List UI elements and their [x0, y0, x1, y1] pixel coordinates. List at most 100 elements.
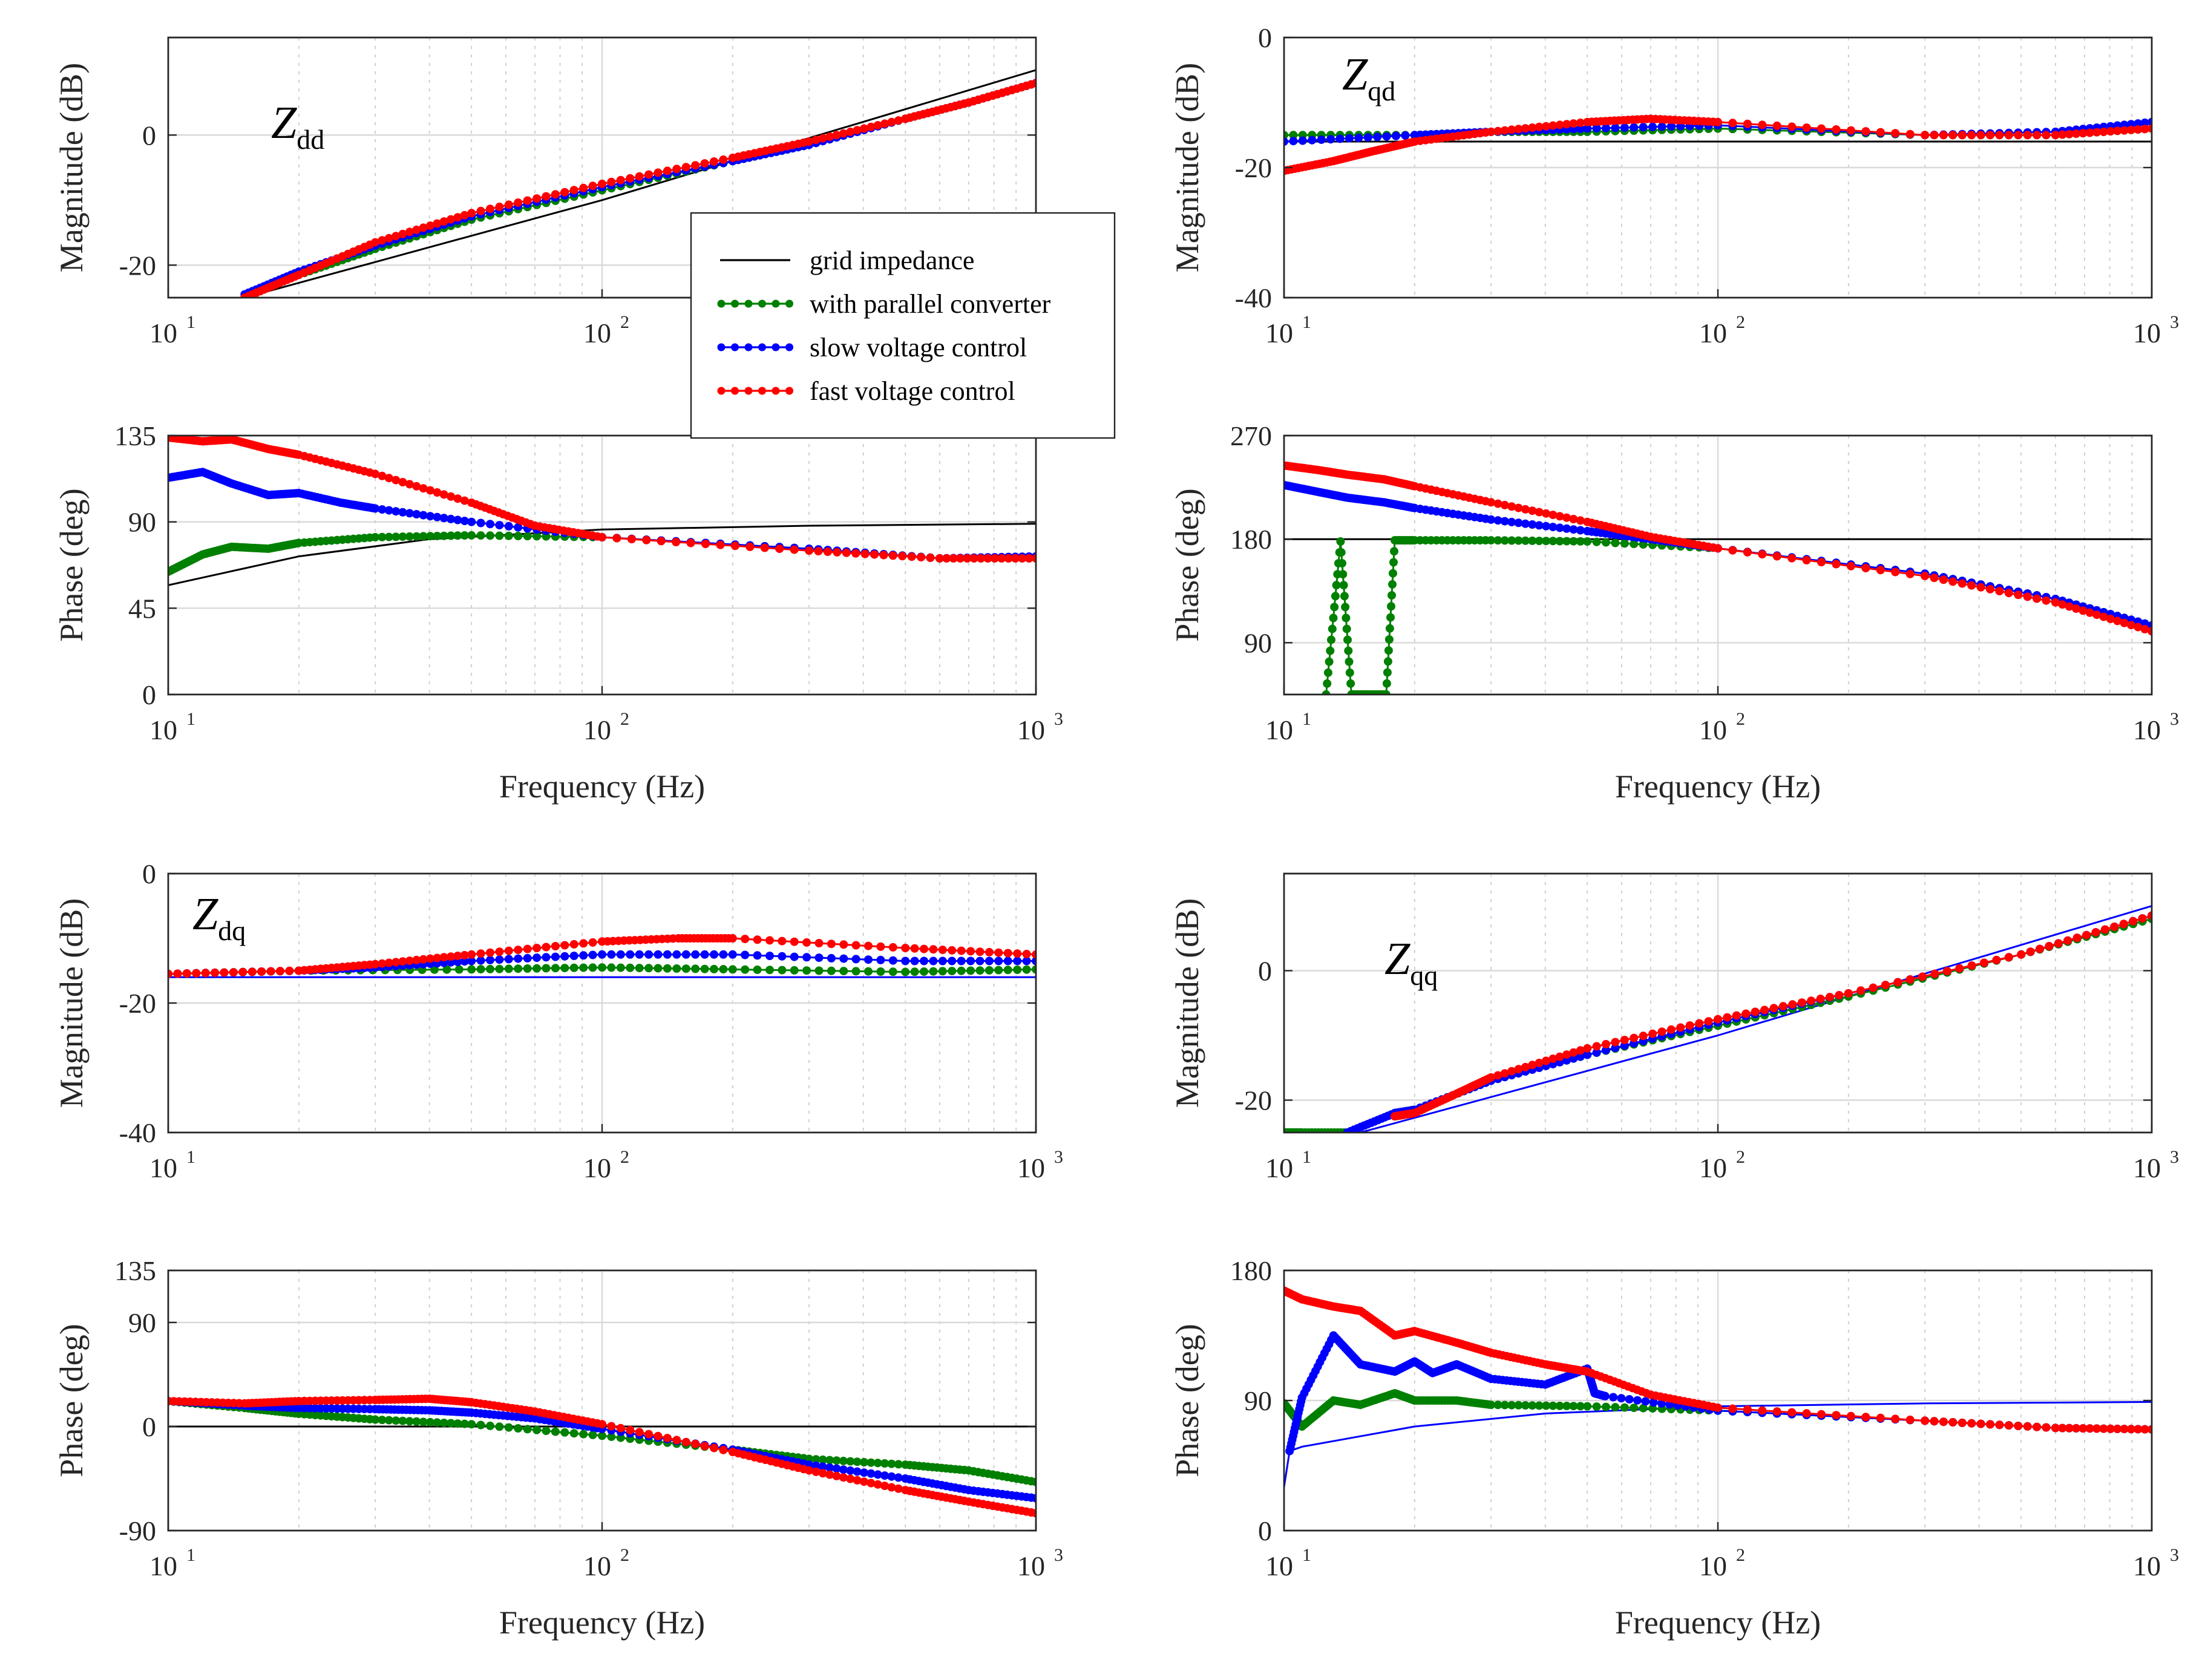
data-point [1514, 536, 1523, 545]
data-point [616, 175, 625, 185]
data-point [1995, 1420, 2004, 1430]
data-point [966, 966, 975, 975]
data-point [929, 956, 938, 966]
data-point [384, 506, 393, 515]
data-point [560, 964, 569, 973]
data-point [700, 964, 709, 973]
data-point [867, 1458, 876, 1467]
data-point [938, 967, 947, 976]
data-point [467, 965, 476, 974]
data-point [1657, 1027, 1666, 1036]
data-point [1905, 129, 1915, 139]
data-point [439, 1419, 448, 1427]
data-point [460, 957, 469, 966]
data-point [2042, 131, 2051, 140]
x-tick-exponent: 3 [2170, 709, 2179, 729]
data-point [542, 953, 551, 962]
data-point [775, 544, 784, 554]
data-point [1548, 1054, 1558, 1064]
data-point [476, 1420, 485, 1430]
data-point [853, 1476, 862, 1485]
data-point [1569, 515, 1578, 523]
data-point [1939, 1417, 1948, 1427]
data-point [1392, 131, 1400, 140]
data-point [2113, 1424, 2122, 1433]
y-tick-label: 90 [1244, 627, 1272, 658]
data-point [929, 967, 938, 976]
data-point [476, 518, 485, 528]
data-point [1958, 579, 1967, 588]
zqd-mag-y-axis-label: Magnitude (dB) [1169, 63, 1205, 272]
data-point [495, 521, 504, 530]
zdd-phase-chart: 0 45 90 135 10 1 10 2 10 3 Phase (deg) Frequency (H… [53, 420, 1063, 805]
data-point [851, 941, 860, 950]
data-point [1592, 537, 1601, 546]
data-point [598, 1420, 606, 1429]
data-point [2126, 1425, 2135, 1434]
data-point [2110, 922, 2119, 931]
data-point [1576, 516, 1585, 525]
data-point [802, 953, 811, 962]
data-point [879, 551, 888, 560]
data-point [598, 179, 606, 188]
data-point [460, 531, 469, 540]
data-point [1555, 1401, 1564, 1410]
legend-label: slow voltage control [810, 333, 1027, 362]
data-point [378, 1416, 387, 1425]
data-point [825, 1456, 834, 1465]
data-point [888, 956, 897, 965]
data-point [864, 941, 873, 950]
data-point [1986, 131, 1994, 140]
data-point [504, 964, 513, 973]
data-point [1542, 509, 1550, 518]
data-point [442, 965, 451, 974]
data-point [1592, 1402, 1601, 1411]
data-point [419, 511, 428, 520]
data-point [681, 163, 690, 172]
data-point [1535, 1401, 1544, 1410]
data-point [811, 1467, 821, 1476]
data-point [607, 950, 616, 959]
data-point [790, 545, 799, 554]
data-point [1487, 1073, 1496, 1082]
data-point [523, 532, 532, 541]
data-point [935, 554, 944, 563]
data-point [2014, 1422, 2023, 1430]
x-tick-label: 10 [1699, 1551, 1727, 1581]
zqq-phase-chart: 0 90 180 10 1 10 2 10 3 Phase (deg) Frequency (Hz) [1169, 1255, 2179, 1641]
data-point [728, 965, 737, 974]
data-point [864, 955, 873, 964]
data-point [1562, 524, 1571, 533]
x-tick-label: 10 [2133, 714, 2161, 745]
data-point [728, 950, 737, 959]
data-point [778, 936, 787, 946]
data-point [894, 116, 903, 125]
data-point [778, 966, 787, 975]
data-point [447, 531, 456, 540]
data-point [1535, 508, 1544, 517]
data-point [476, 949, 485, 958]
data-point [753, 966, 762, 974]
data-point [846, 1474, 855, 1483]
data-point [2004, 1421, 2013, 1430]
data-point [384, 958, 393, 967]
data-point [1807, 996, 1816, 1005]
data-point [1948, 1418, 1958, 1427]
data-point [2148, 1425, 2152, 1434]
data-point [894, 1460, 903, 1469]
data-point [1542, 122, 1550, 131]
data-point [990, 554, 999, 563]
data-point [818, 134, 827, 143]
data-point [532, 964, 542, 973]
data-point [867, 1479, 876, 1488]
data-point [514, 523, 523, 532]
data-point [1335, 134, 1345, 143]
zdq-phase-y-axis-label: Phase (deg) [53, 1324, 90, 1477]
data-point [2134, 623, 2143, 632]
data-point [956, 554, 965, 563]
data-point [486, 955, 494, 964]
data-point [790, 952, 799, 961]
data-point [1487, 515, 1496, 524]
data-point [2033, 131, 2042, 140]
data-point [2072, 604, 2080, 613]
